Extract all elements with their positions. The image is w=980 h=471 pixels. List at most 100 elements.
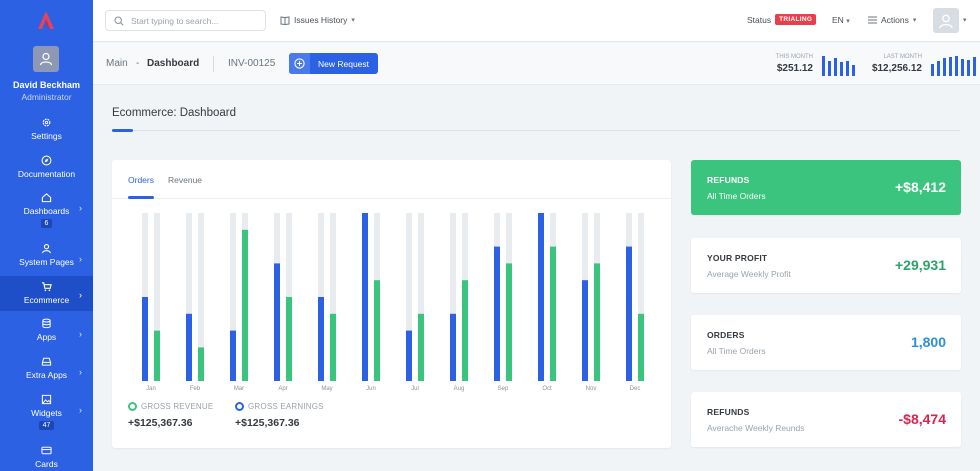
gross-revenue-value: +$125,367.36 xyxy=(128,417,193,429)
bar-gross-earnings xyxy=(230,330,236,381)
sidebar-item-cards[interactable]: Cards xyxy=(0,445,93,471)
bar-gross-revenue xyxy=(418,313,424,381)
x-tick-label: Jun xyxy=(366,386,376,392)
book-icon xyxy=(280,15,290,25)
x-tick-label: Apr xyxy=(278,386,287,392)
card-subtitle: All Time Orders xyxy=(707,191,766,201)
bar-gross-earnings xyxy=(362,213,368,381)
bar-gross-earnings xyxy=(626,246,632,381)
bar-track xyxy=(406,213,412,381)
weekly-refunds-card: REFUNDS Averache Weekly Reunds -$8,474 xyxy=(691,392,961,447)
issues-history-dropdown[interactable]: Issues History ▾ xyxy=(280,15,355,25)
divider xyxy=(213,56,214,72)
user-name: David Beckham xyxy=(12,80,81,90)
user-icon xyxy=(939,14,953,28)
sidebar-item-documentation[interactable]: Documentation xyxy=(0,155,93,185)
spark-bar xyxy=(967,60,970,76)
bar-gross-revenue xyxy=(594,263,600,381)
chevron-right-icon: › xyxy=(79,203,82,213)
card-value: 1,800 xyxy=(910,334,946,350)
new-request-button[interactable]: New Request xyxy=(289,53,378,74)
bar-gross-earnings xyxy=(450,313,456,381)
actions-dropdown[interactable]: Actions ▾ xyxy=(868,15,916,25)
menu-icon xyxy=(868,16,877,24)
language-selector[interactable]: EN ▾ xyxy=(832,15,850,25)
sidebar-item-ecommerce[interactable]: Ecommerce › xyxy=(0,276,93,311)
sidebar-item-widgets[interactable]: Widgets 47 › xyxy=(0,394,93,438)
plus-circle-icon xyxy=(289,53,310,74)
bar-track xyxy=(418,213,424,381)
breadcrumb-current: Dashboard xyxy=(147,58,200,69)
bar-gross-earnings xyxy=(274,263,280,381)
spark-bar xyxy=(834,58,837,76)
x-tick-label: Jul xyxy=(411,386,419,392)
sidebar-item-label: Widgets xyxy=(31,408,62,418)
legend-dot-green xyxy=(128,402,137,411)
title-divider xyxy=(112,130,960,131)
bar-gross-revenue xyxy=(462,280,468,381)
legend-gross-earnings: GROSS EARNINGS xyxy=(235,402,324,411)
tab-orders[interactable]: Orders xyxy=(128,175,154,185)
top-user-avatar[interactable] xyxy=(933,8,959,33)
x-tick-label: Aug xyxy=(454,386,465,392)
sidebar: David Beckham Administrator Settings Doc… xyxy=(0,0,93,471)
spark-bar xyxy=(937,61,940,76)
legend-earnings-label: GROSS EARNINGS xyxy=(248,402,324,411)
spark-bar xyxy=(949,57,952,76)
sidebar-item-dashboards[interactable]: Dashboards 6 › xyxy=(0,192,93,236)
active-tab-indicator xyxy=(128,196,154,199)
bar-gross-revenue xyxy=(374,280,380,381)
x-tick-label: Sep xyxy=(498,386,509,392)
sidebar-item-apps[interactable]: Apps › xyxy=(0,318,93,348)
breadcrumb-separator: - xyxy=(136,58,140,69)
spark-bar xyxy=(822,56,825,76)
sidebar-item-label: Extra Apps xyxy=(25,370,68,380)
new-request-label: New Request xyxy=(318,58,370,69)
status-label: Status xyxy=(747,14,772,25)
status-indicator[interactable]: Status TRIALING xyxy=(747,14,817,25)
bar-track xyxy=(450,213,456,381)
x-tick-label: Oct xyxy=(542,386,552,392)
user-avatar[interactable] xyxy=(33,46,59,72)
spark-bar xyxy=(973,57,976,76)
chevron-down-icon: ▾ xyxy=(846,18,850,25)
search-input[interactable] xyxy=(131,13,261,28)
tab-revenue[interactable]: Revenue xyxy=(168,175,203,185)
app-logo-icon[interactable] xyxy=(36,10,56,30)
actions-label: Actions xyxy=(881,15,909,25)
refunds-card: REFUNDS All Time Orders +$8,412 xyxy=(691,160,961,215)
bar-gross-earnings xyxy=(538,213,544,381)
sidebar-item-label: Cards xyxy=(35,459,58,469)
search-box[interactable] xyxy=(105,10,266,31)
sidebar-item-system-pages[interactable]: System Pages › xyxy=(0,243,93,273)
bar-gross-revenue xyxy=(330,313,336,381)
profit-card: YOUR PROFIT Average Weekly Profit +29,93… xyxy=(691,238,961,293)
chevron-down-icon: ▾ xyxy=(351,17,355,24)
bar-gross-earnings xyxy=(582,280,588,381)
chevron-down-icon[interactable]: ▾ xyxy=(963,17,967,24)
x-tick-label: May xyxy=(321,386,332,392)
legend-revenue-label: GROSS REVENUE xyxy=(141,402,214,411)
x-tick-label: Feb xyxy=(190,386,201,392)
card-value: -$8,474 xyxy=(898,411,946,427)
issues-history-label: Issues History xyxy=(294,15,348,25)
sidebar-item-settings[interactable]: Settings xyxy=(0,117,93,147)
compass-icon xyxy=(41,155,52,166)
bar-gross-revenue xyxy=(242,229,248,381)
spark-bar xyxy=(931,64,934,76)
bar-track xyxy=(186,213,192,381)
card-subtitle: All Time Orders xyxy=(707,346,766,356)
database-icon xyxy=(42,318,51,329)
spark-bar xyxy=(943,58,946,76)
chevron-right-icon: › xyxy=(79,254,82,264)
chevron-right-icon: › xyxy=(79,329,82,339)
bar-gross-earnings xyxy=(406,330,412,381)
spark-bar xyxy=(961,59,964,76)
tab-divider xyxy=(112,198,671,199)
last-month-sparkbars xyxy=(931,56,976,76)
sidebar-item-label: System Pages xyxy=(19,257,74,267)
sidebar-item-extra-apps[interactable]: Extra Apps › xyxy=(0,356,93,386)
orders-chart-card: Orders Revenue Jan Feb Mar Apr May Jun Jul Aug S… xyxy=(112,160,671,448)
page-title: Ecommerce: Dashboard xyxy=(112,107,236,119)
breadcrumb-main[interactable]: Main xyxy=(106,58,128,69)
